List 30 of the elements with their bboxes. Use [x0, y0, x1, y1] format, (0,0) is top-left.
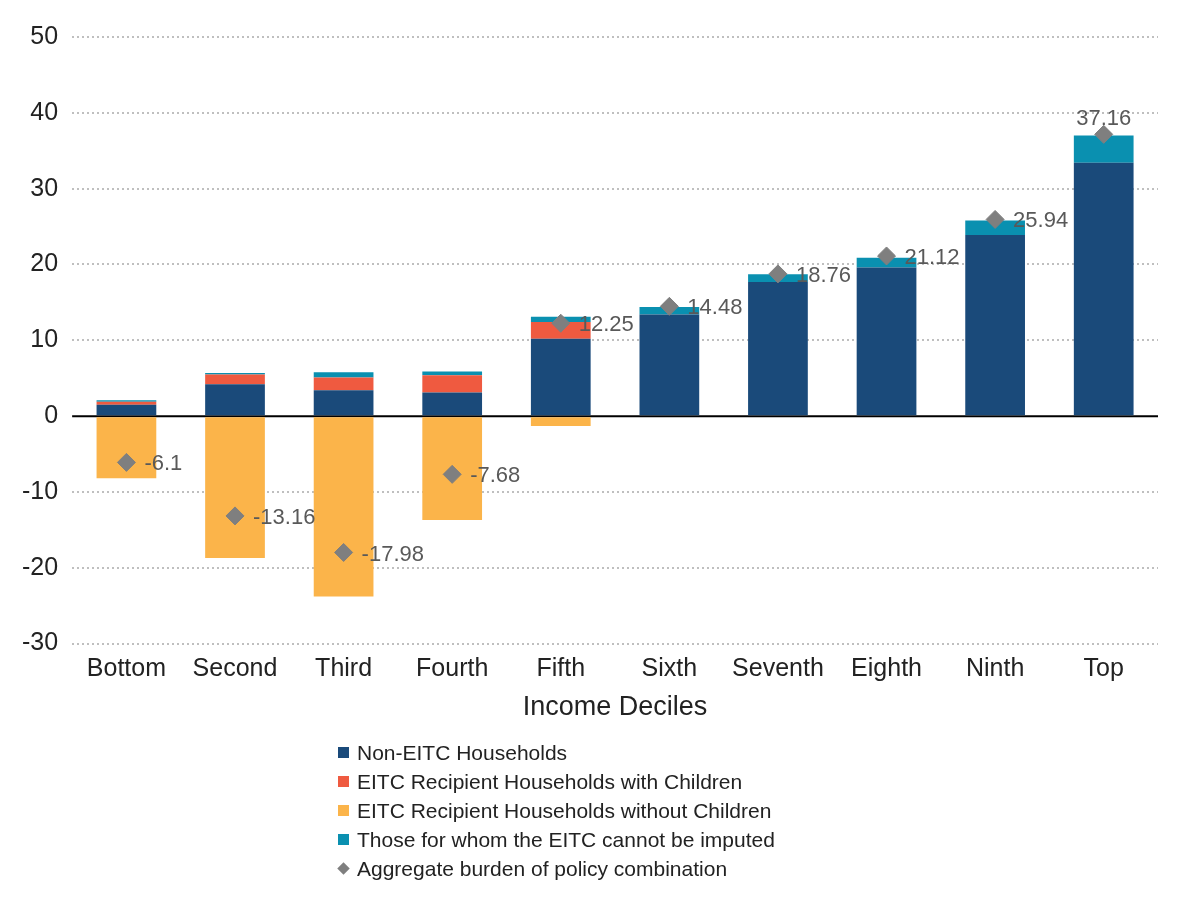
- legend-label: Non-EITC Households: [357, 740, 568, 765]
- x-tick-label: Fourth: [416, 653, 489, 682]
- x-axis-title: Income Deciles: [522, 691, 708, 722]
- y-tick-label: 10: [30, 324, 59, 353]
- legend-label: EITC Recipient Households with Children: [357, 769, 743, 794]
- y-tick-label: -10: [21, 475, 59, 504]
- y-tick-label: 20: [30, 248, 59, 277]
- legend-label: Aggregate burden of policy combination: [357, 856, 728, 881]
- x-tick-label: Ninth: [965, 653, 1025, 682]
- x-tick-label: Bottom: [86, 653, 167, 682]
- x-tick-label: Second: [192, 653, 278, 682]
- data-label: 25.94: [1013, 207, 1069, 233]
- legend-label: Those for whom the EITC cannot be imputed: [357, 827, 775, 852]
- data-label: 21.12: [904, 244, 960, 270]
- x-tick-label: Fifth: [536, 653, 586, 682]
- y-tick-label: -20: [21, 551, 59, 580]
- y-tick-label: 40: [30, 96, 59, 125]
- y-tick-label: -30: [21, 627, 59, 656]
- y-tick-label: 0: [44, 400, 59, 429]
- x-tick-label: Seventh: [732, 653, 824, 682]
- data-label: 18.76: [795, 261, 852, 287]
- x-tick-label: Third: [315, 653, 373, 682]
- data-label: 14.48: [687, 294, 743, 320]
- legend-label: EITC Recipient Households without Children: [357, 798, 772, 823]
- y-tick-label: 50: [30, 20, 59, 49]
- data-label: 37.16: [1076, 105, 1132, 131]
- x-tick-label: Sixth: [641, 653, 698, 682]
- x-tick-label: Top: [1083, 653, 1124, 682]
- x-tick-label: Eighth: [851, 653, 922, 682]
- y-tick-label: 30: [30, 172, 59, 201]
